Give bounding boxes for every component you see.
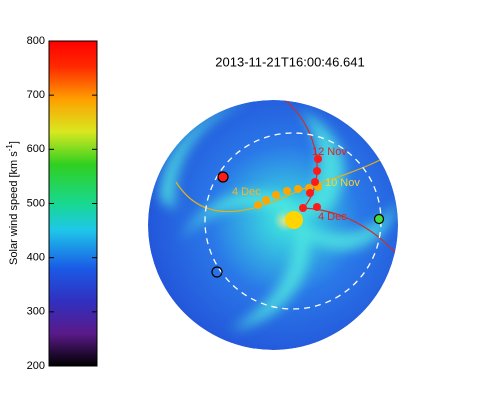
stereo-a [211,266,223,278]
colorbar-tick-label: 500 [27,197,45,209]
cme-points-red [299,155,322,212]
colorbar-label: Solar wind speed [km s-1] [5,141,20,265]
annotation: 4 Dec [318,211,347,223]
colorbar-tick-label: 400 [27,252,45,264]
colorbar-tick-label: 800 [27,35,45,47]
stereo-b [217,171,229,183]
earth [373,213,385,225]
sun [285,211,303,229]
cme-points-yellow [254,183,322,209]
solar-wind-map [148,100,398,350]
colorbar-tick-label: 700 [27,89,45,101]
annotation: 4 Dec [232,186,261,198]
title: 2013-11-21T16:00:46.641 [215,54,364,69]
colorbar [48,40,98,367]
annotation: 12 Nov [312,146,347,158]
colorbar-tick-label: 600 [27,143,45,155]
colorbar-tick-label: 200 [27,360,45,372]
annotation: 10 Nov [325,177,360,189]
colorbar-tick-label: 300 [27,306,45,318]
